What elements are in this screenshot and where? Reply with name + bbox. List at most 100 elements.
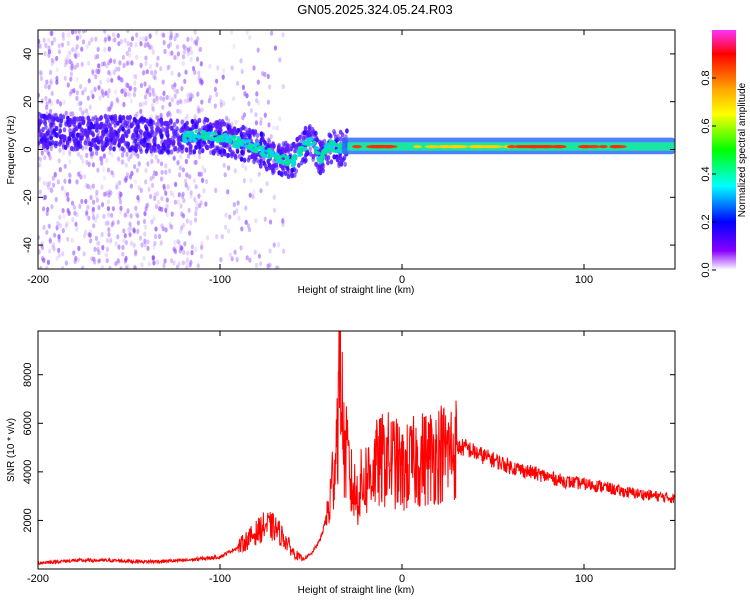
spectrogram-band-blob	[39, 132, 43, 138]
spectrogram-noise-blob	[64, 110, 68, 116]
spectrogram-noise-blob	[77, 101, 81, 107]
spectrogram-noise-blob	[256, 100, 261, 106]
spectrogram-noise-blob	[268, 84, 272, 90]
spectrogram-noise-blob	[79, 154, 83, 160]
spectrogram-noise-blob	[266, 73, 270, 79]
spectrogram-band-blob	[70, 119, 74, 125]
spectrogram-noise-blob	[230, 256, 234, 262]
spectrogram-noise-blob	[176, 238, 180, 245]
spectrogram-noise-blob	[81, 39, 86, 45]
spectrogram-band-blob	[112, 146, 116, 152]
spectrogram-noise-blob	[66, 40, 70, 47]
spectrogram-noise-blob	[47, 45, 51, 51]
spectrogram-noise-blob	[189, 190, 193, 196]
spectrogram-noise-blob	[40, 245, 45, 251]
spectrogram-band-blob	[161, 126, 165, 132]
spectrogram-band-blob	[47, 117, 52, 123]
spectrogram-noise-blob	[55, 67, 59, 73]
spectrogram-noise-blob	[193, 196, 197, 202]
spectrogram-noise-blob	[248, 257, 252, 263]
spectrogram-band-blob	[335, 157, 340, 163]
spectrogram-noise-blob	[143, 238, 147, 244]
spectrogram-band-blob	[308, 123, 312, 130]
spectrogram-noise-blob	[66, 54, 70, 60]
spectrogram-line-peak	[507, 145, 517, 149]
spectrogram-band-blob	[65, 141, 70, 147]
spectrogram-band-blob	[166, 123, 171, 129]
spectrogram-band-blob	[104, 138, 108, 144]
spectrogram-noise-blob	[275, 125, 279, 131]
spectrogram-band-blob	[204, 126, 208, 132]
spectrogram-noise-blob	[89, 185, 93, 191]
spectrogram-noise-blob	[151, 103, 155, 109]
spectrogram-noise-blob	[275, 265, 279, 269]
spectrogram-noise-blob	[48, 248, 52, 254]
spectrogram-noise-blob	[97, 258, 102, 264]
spectrogram-noise-blob	[188, 230, 192, 236]
spectrogram-noise-blob	[242, 178, 246, 184]
spectrogram-noise-blob	[162, 32, 166, 38]
spectrogram-noise-blob	[68, 173, 72, 179]
spectrogram-noise-blob	[263, 71, 267, 77]
spectrogram-noise-blob	[126, 30, 130, 34]
spectrogram-noise-blob	[224, 212, 228, 218]
spectrogram-noise-blob	[129, 213, 133, 219]
spectrogram-noise-blob	[57, 234, 61, 240]
spectrogram-band-blob	[60, 133, 65, 140]
spectrogram-noise-blob	[182, 222, 186, 228]
spectrogram-noise-blob	[270, 30, 274, 36]
spectrogram-core-blob	[274, 152, 279, 156]
spectrogram-band-blob	[75, 132, 80, 138]
spectrogram-noise-blob	[106, 220, 110, 226]
spectrogram-band-blob	[76, 140, 80, 146]
spectrogram-band-blob	[218, 118, 222, 124]
spectrogram-noise-blob	[38, 176, 41, 182]
spectrogram-noise-blob	[134, 251, 138, 257]
spectrogram-noise-blob	[241, 115, 245, 121]
spectrogram-noise-blob	[162, 263, 166, 269]
spectrogram-noise-blob	[230, 65, 234, 71]
spectrogram-noise-blob	[80, 46, 84, 52]
spectrogram-noise-blob	[181, 193, 185, 199]
spectrogram-noise-blob	[91, 210, 95, 216]
spectrogram-noise-blob	[87, 60, 91, 66]
spectrogram-noise-blob	[143, 81, 147, 87]
spectrogram-noise-blob	[220, 234, 224, 240]
spectrogram-noise-blob	[162, 183, 166, 189]
spectrogram-noise-blob	[135, 54, 139, 61]
spectrogram-noise-blob	[61, 208, 65, 214]
snr-y-tick-label: 4000	[22, 460, 34, 484]
spectrogram-noise-blob	[244, 219, 248, 225]
spectrogram-band-blob	[247, 133, 251, 139]
spectrogram-noise-blob	[200, 244, 204, 250]
spectrogram-noise-blob	[102, 61, 106, 67]
spectrogram-noise-blob	[251, 194, 255, 200]
spectrogram-band-blob	[191, 124, 195, 130]
spectrogram-noise-blob	[181, 213, 186, 219]
spectrogram-noise-blob	[91, 151, 95, 157]
spectrogram-noise-blob	[170, 97, 174, 103]
spectrogram-noise-blob	[272, 194, 276, 200]
spectrogram-noise-blob	[150, 182, 155, 188]
spectrogram-band-blob	[74, 137, 78, 143]
spectrogram-band-blob	[94, 127, 99, 133]
spectrogram-noise-blob	[177, 72, 181, 78]
spectrogram-band-blob	[342, 155, 347, 161]
spectrogram-band-blob	[334, 134, 338, 140]
spectrogram-band-blob	[132, 138, 137, 144]
spectrogram-noise-blob	[123, 87, 127, 93]
spectrogram-noise-blob	[159, 112, 163, 118]
spectrogram-band-blob	[169, 149, 174, 155]
spectrogram-band-blob	[308, 146, 313, 152]
spectrogram-noise-blob	[123, 177, 127, 183]
spectrogram-noise-blob	[97, 240, 101, 246]
spectrogram-noise-blob	[146, 202, 150, 208]
spectrogram-noise-blob	[96, 167, 100, 173]
spectrogram-band-blob	[343, 161, 347, 167]
spectrogram-noise-blob	[200, 99, 204, 105]
spectrogram-noise-blob	[179, 99, 183, 105]
spectrogram-noise-blob	[79, 174, 83, 180]
spectrogram-band-blob	[177, 136, 181, 142]
spectrogram-band-blob	[222, 148, 227, 154]
snr-series-line	[38, 331, 675, 566]
